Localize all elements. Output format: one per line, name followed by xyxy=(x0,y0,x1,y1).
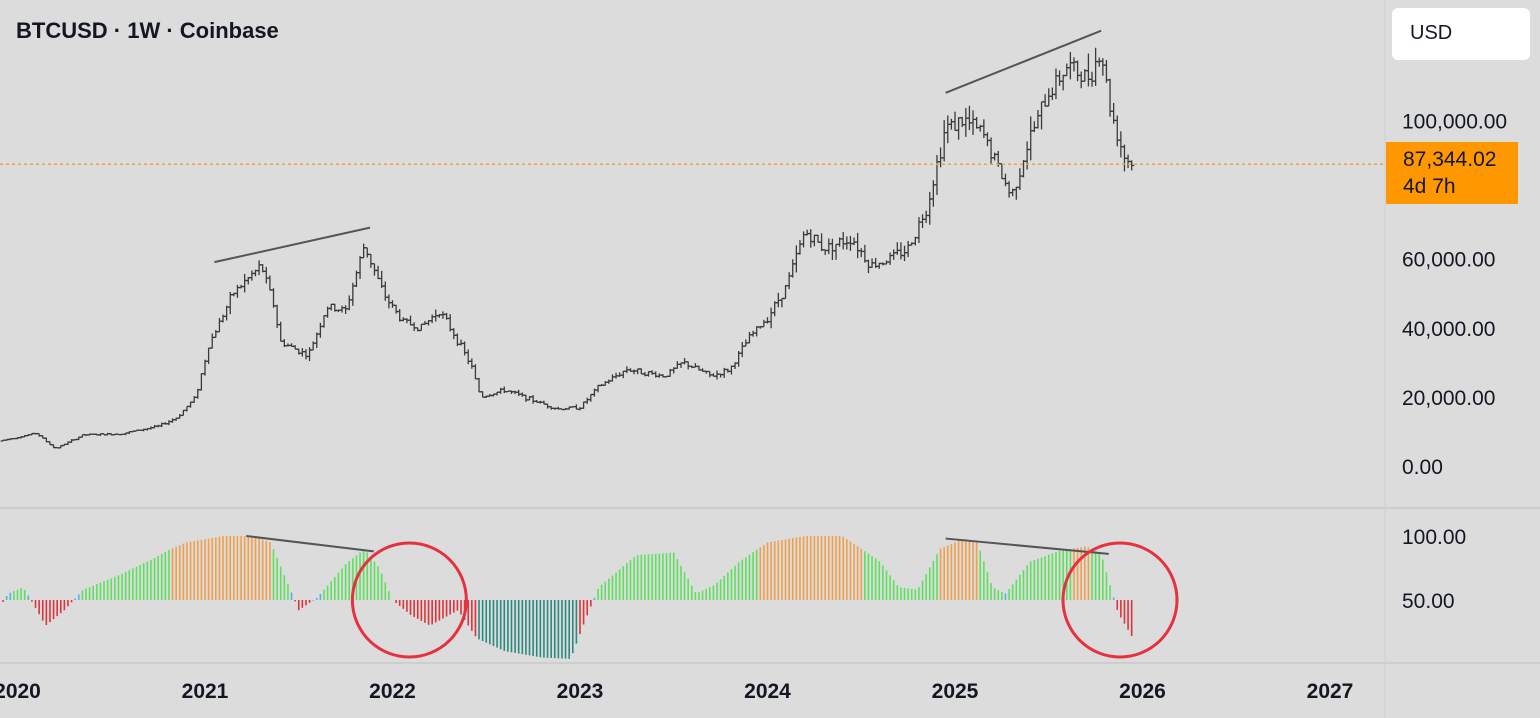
oscillator-trendline[interactable] xyxy=(945,537,1109,555)
time-axis-label: 2022 xyxy=(369,680,416,703)
currency-selector-button[interactable]: USD xyxy=(1392,8,1530,60)
time-axis-label: 2021 xyxy=(182,680,229,703)
price-axis-label: 60,000.00 xyxy=(1402,249,1495,272)
time-axis-label: 2024 xyxy=(744,680,791,703)
last-price-value: 87,344.02 xyxy=(1403,148,1497,171)
price-axis-label: 0.00 xyxy=(1402,456,1443,479)
time-axis-label: 2027 xyxy=(1307,680,1354,703)
oscillator-axis-label: 100.00 xyxy=(1402,526,1466,549)
time-axis-label: 2026 xyxy=(1119,680,1166,703)
price-trendline[interactable] xyxy=(214,226,371,264)
oscillator-axis-label: 50.00 xyxy=(1402,590,1455,613)
price-trendline[interactable] xyxy=(945,29,1102,94)
time-axis-label: 2025 xyxy=(932,680,979,703)
highlight-circle-2022[interactable] xyxy=(350,541,468,659)
last-price-tag: 87,344.02 4d 7h xyxy=(1386,142,1518,204)
candle-countdown: 4d 7h xyxy=(1403,175,1456,198)
highlight-circle-2026[interactable] xyxy=(1061,541,1179,659)
price-axis-label: 20,000.00 xyxy=(1402,387,1495,410)
oscillator-trendline[interactable] xyxy=(246,535,374,553)
symbol-title: BTCUSD · 1W · Coinbase xyxy=(16,18,279,43)
time-axis-label: 2023 xyxy=(557,680,604,703)
price-axis-label: 100,000.00 xyxy=(1402,111,1507,134)
price-axis-label: 40,000.00 xyxy=(1402,318,1495,341)
